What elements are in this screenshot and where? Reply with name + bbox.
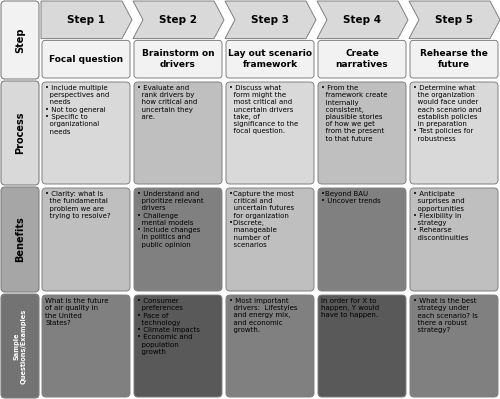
FancyBboxPatch shape xyxy=(318,82,406,184)
FancyBboxPatch shape xyxy=(226,82,314,184)
Text: • Evaluate and
  rank drivers by
  how critical and
  uncertain they
  are.: • Evaluate and rank drivers by how criti… xyxy=(137,85,197,120)
Text: Step 1: Step 1 xyxy=(67,15,105,25)
Text: • Discuss what
  form might the
  most critical and
  uncertain drivers
  take, : • Discuss what form might the most criti… xyxy=(229,85,298,134)
Text: Focal question: Focal question xyxy=(49,55,123,64)
Text: Step 2: Step 2 xyxy=(159,15,197,25)
Text: Process: Process xyxy=(15,112,25,154)
FancyBboxPatch shape xyxy=(410,40,498,78)
FancyBboxPatch shape xyxy=(226,40,314,78)
Text: • Anticipate
  surprises and
  opportunities
• Flexibility in
  strategy
• Rehea: • Anticipate surprises and opportunities… xyxy=(413,191,469,241)
FancyBboxPatch shape xyxy=(318,295,406,397)
Polygon shape xyxy=(409,1,500,39)
FancyBboxPatch shape xyxy=(42,82,130,184)
FancyBboxPatch shape xyxy=(42,40,130,78)
FancyBboxPatch shape xyxy=(410,295,498,397)
FancyBboxPatch shape xyxy=(226,188,314,291)
Polygon shape xyxy=(41,1,132,39)
Text: •Beyond BAU
• Uncover trends: •Beyond BAU • Uncover trends xyxy=(321,191,381,204)
Text: Step: Step xyxy=(15,27,25,53)
FancyBboxPatch shape xyxy=(410,82,498,184)
FancyBboxPatch shape xyxy=(42,295,130,397)
Polygon shape xyxy=(225,1,316,39)
Text: • Determine what
  the organization
  would face under
  each scenario and
  est: • Determine what the organization would … xyxy=(413,85,482,142)
Text: In order for X to
happen, Y would
have to happen.: In order for X to happen, Y would have t… xyxy=(321,298,379,318)
FancyBboxPatch shape xyxy=(134,40,222,78)
Text: Step 5: Step 5 xyxy=(435,15,473,25)
FancyBboxPatch shape xyxy=(42,188,130,291)
Text: • What is the best
  strategy under
  each scenario? Is
  there a robust
  strat: • What is the best strategy under each s… xyxy=(413,298,478,333)
Text: Brainstorm on
drivers: Brainstorm on drivers xyxy=(142,49,214,69)
Text: • Include multiple
  perspectives and
  needs
• Not too general
• Specific to
  : • Include multiple perspectives and need… xyxy=(45,85,109,134)
FancyBboxPatch shape xyxy=(318,40,406,78)
FancyBboxPatch shape xyxy=(1,294,39,398)
Text: Lay out scenario
framework: Lay out scenario framework xyxy=(228,49,312,69)
FancyBboxPatch shape xyxy=(134,188,222,291)
FancyBboxPatch shape xyxy=(134,82,222,184)
Text: • Most important
  drivers:  Lifestyles
  and energy mix,
  and economic
  growt: • Most important drivers: Lifestyles and… xyxy=(229,298,298,333)
Polygon shape xyxy=(317,1,408,39)
FancyBboxPatch shape xyxy=(318,188,406,291)
Text: Sample
Questions/Examples: Sample Questions/Examples xyxy=(14,308,26,383)
Text: • Understand and
  prioritize relevant
  drivers
• Challenge
  mental models
• I: • Understand and prioritize relevant dri… xyxy=(137,191,203,248)
Text: Step 4: Step 4 xyxy=(343,15,381,25)
FancyBboxPatch shape xyxy=(134,295,222,397)
FancyBboxPatch shape xyxy=(1,81,39,185)
Text: Benefits: Benefits xyxy=(15,217,25,263)
FancyBboxPatch shape xyxy=(410,188,498,291)
Text: What is the future
of air quality in
the United
States?: What is the future of air quality in the… xyxy=(45,298,108,326)
FancyBboxPatch shape xyxy=(226,295,314,397)
Polygon shape xyxy=(133,1,224,39)
FancyBboxPatch shape xyxy=(1,187,39,292)
Text: • Clarity: what is
  the fundamental
  problem we are
  trying to resolve?: • Clarity: what is the fundamental probl… xyxy=(45,191,110,219)
Text: •Capture the most
  critical and
  uncertain futures
  for organization
•Discret: •Capture the most critical and uncertain… xyxy=(229,191,294,248)
Text: Rehearse the
future: Rehearse the future xyxy=(420,49,488,69)
Text: Step 3: Step 3 xyxy=(251,15,289,25)
Text: • From the
  framework create
  internally
  consistent,
  plausible stories
  o: • From the framework create internally c… xyxy=(321,85,388,142)
Text: • Consumer
  preferences
• Pace of
  technology
• Climate impacts
• Economic and: • Consumer preferences • Pace of technol… xyxy=(137,298,200,355)
Text: Create
narratives: Create narratives xyxy=(336,49,388,69)
FancyBboxPatch shape xyxy=(1,1,39,79)
